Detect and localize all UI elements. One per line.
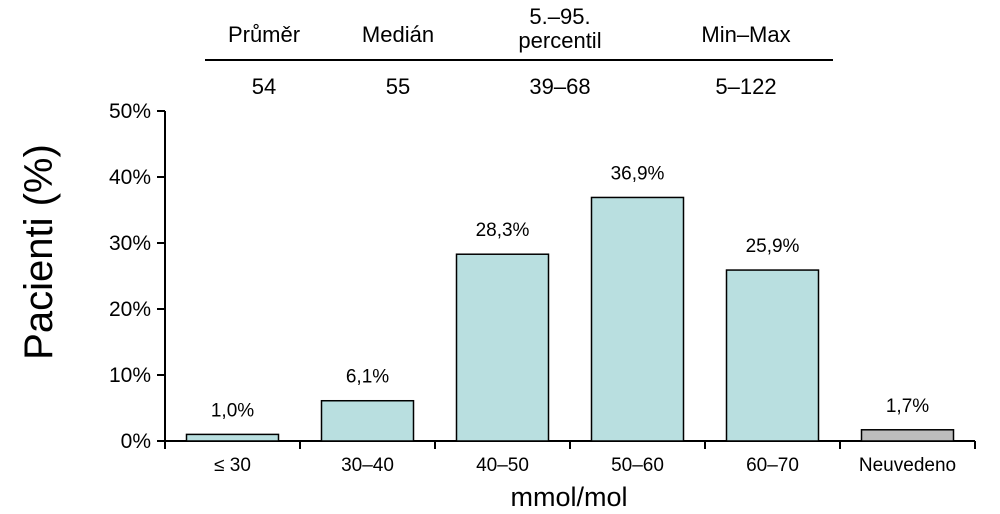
y-tick-label: 30% bbox=[109, 232, 151, 255]
stats-value: 39–68 bbox=[529, 74, 590, 99]
plot-area: 0% 10% 20% 30% 40% 50% 1,0% ≤ 30 6,1% 30–40 28,3% 4… bbox=[109, 100, 976, 476]
stats-header: Průměr bbox=[228, 22, 300, 47]
stats-header: percentil bbox=[518, 28, 601, 53]
stats-value: 54 bbox=[252, 74, 276, 99]
data-label: 1,7% bbox=[886, 396, 929, 417]
data-label: 28,3% bbox=[476, 220, 530, 241]
stats-table-values: 54 55 39–68 5–122 bbox=[252, 74, 777, 99]
y-tick-label: 50% bbox=[109, 100, 151, 123]
bar bbox=[320, 399, 415, 442]
x-tick-label: ≤ 30 bbox=[214, 455, 251, 476]
bar bbox=[455, 253, 550, 442]
stats-header: 5.–95. bbox=[529, 4, 590, 29]
y-axis-label: Pacienti (%) bbox=[17, 144, 61, 360]
bar bbox=[590, 196, 685, 442]
stats-value: 5–122 bbox=[715, 74, 776, 99]
bar bbox=[860, 429, 955, 442]
stats-header: Medián bbox=[362, 22, 434, 47]
stats-table: Průměr Medián 5.–95.percentil Min–Max 54 55 3… bbox=[205, 4, 833, 99]
bar bbox=[725, 269, 820, 442]
y-tick-label: 10% bbox=[109, 364, 151, 387]
stats-table-headers: Průměr Medián 5.–95.percentil Min–Max bbox=[228, 4, 791, 53]
data-label: 25,9% bbox=[746, 236, 800, 257]
y-tick-label: 0% bbox=[121, 430, 151, 453]
bar bbox=[185, 433, 280, 442]
x-tick-label: 30–40 bbox=[341, 455, 394, 476]
stats-header: Min–Max bbox=[701, 22, 790, 47]
x-tick-label: 40–50 bbox=[476, 455, 529, 476]
x-tick-label: 50–60 bbox=[611, 455, 664, 476]
x-tick-label: Neuvedeno bbox=[859, 455, 956, 476]
data-label: 36,9% bbox=[611, 163, 665, 184]
data-label: 1,0% bbox=[211, 400, 254, 421]
x-axis-label: mmol/mol bbox=[510, 482, 627, 512]
data-label: 6,1% bbox=[346, 367, 389, 388]
y-tick-label: 20% bbox=[109, 298, 151, 321]
y-tick-label: 40% bbox=[109, 166, 151, 189]
x-tick-label: 60–70 bbox=[746, 455, 799, 476]
stats-value: 55 bbox=[386, 74, 410, 99]
